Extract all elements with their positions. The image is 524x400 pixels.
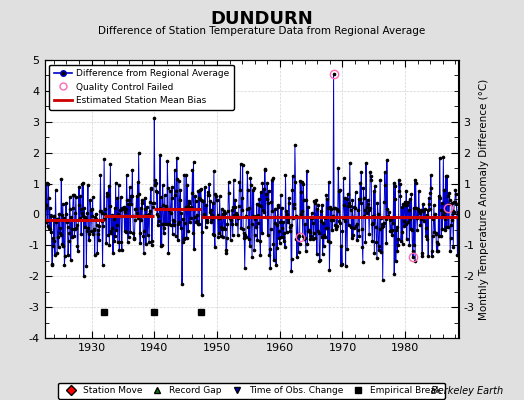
Text: DUNDURN: DUNDURN — [211, 10, 313, 28]
Text: Berkeley Earth: Berkeley Earth — [431, 386, 503, 396]
Y-axis label: Monthly Temperature Anomaly Difference (°C): Monthly Temperature Anomaly Difference (… — [478, 78, 489, 320]
Legend: Station Move, Record Gap, Time of Obs. Change, Empirical Break: Station Move, Record Gap, Time of Obs. C… — [58, 382, 445, 399]
Text: Difference of Station Temperature Data from Regional Average: Difference of Station Temperature Data f… — [99, 26, 425, 36]
